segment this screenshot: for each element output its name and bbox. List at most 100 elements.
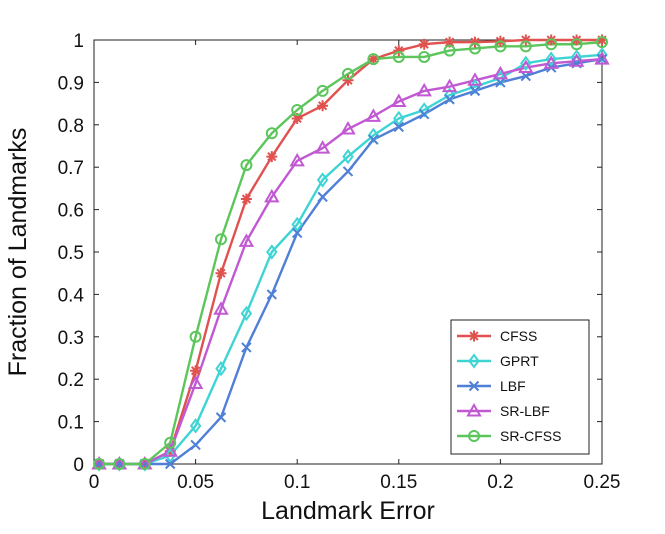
data-point-gprt (215, 360, 227, 377)
legend-label-cfss: CFSS (500, 328, 537, 344)
data-point-gprt (240, 305, 253, 322)
legend-label-sr-cfss: SR-CFSS (500, 428, 561, 444)
data-point-sr-cfss (469, 42, 481, 55)
legend-marker-cfss-center (471, 333, 477, 339)
x-axis-label: Landmark Error (261, 497, 435, 525)
data-point-sr-cfss (392, 50, 405, 63)
data-point-gprt (545, 51, 557, 67)
y-tick-label: 0 (73, 455, 84, 476)
y-tick-label: 0.3 (58, 328, 84, 349)
data-point-sr-lbf (289, 152, 305, 167)
data-point-cfss-center (294, 115, 300, 121)
data-point-sr-cfss (113, 458, 126, 470)
data-point-sr-cfss (93, 458, 106, 470)
data-point-gprt (520, 55, 532, 71)
data-point-sr-lbf (365, 108, 382, 122)
data-point-gprt (596, 47, 608, 63)
data-point-sr-cfss (215, 233, 227, 246)
data-point-gprt (418, 102, 430, 118)
data-point-sr-cfss (342, 67, 354, 80)
data-point-sr-cfss (265, 127, 278, 140)
y-tick-label: 0.9 (58, 73, 84, 94)
data-point-cfss-center (320, 103, 326, 109)
data-point-gprt (443, 87, 456, 103)
data-point-sr-cfss (596, 36, 608, 49)
y-tick-label: 0.4 (58, 285, 85, 306)
data-point-gprt (266, 244, 278, 260)
y-tick-label: 0.2 (58, 370, 84, 391)
data-point-sr-cfss (189, 330, 202, 343)
data-point-sr-cfss (240, 159, 253, 172)
data-point-sr-cfss (570, 38, 583, 51)
data-point-sr-cfss (316, 84, 329, 97)
data-point-sr-cfss (418, 50, 431, 63)
legend-marker-sr-cfss (468, 430, 480, 442)
data-point-lbf (317, 191, 328, 203)
data-point-gprt (291, 216, 303, 233)
data-point-lbf (393, 121, 405, 133)
data-point-gprt (393, 110, 405, 127)
data-point-sr-lbf (162, 443, 178, 457)
data-point-sr-lbf (543, 55, 559, 69)
data-point-lbf (418, 108, 430, 120)
data-point-sr-lbf (416, 82, 432, 97)
legend-marker-lbf (468, 380, 480, 392)
data-point-cfss-center (370, 56, 376, 62)
data-point-sr-lbf (187, 375, 204, 389)
y-tick-label: 0.1 (58, 413, 84, 434)
data-point-sr-cfss (367, 53, 380, 66)
data-point-sr-lbf (340, 121, 356, 135)
data-point-sr-cfss (443, 44, 456, 57)
data-point-lbf (241, 342, 252, 353)
data-point-sr-lbf (492, 65, 509, 80)
data-point-sr-lbf (518, 59, 534, 74)
y-tick-label: 0.5 (58, 243, 84, 264)
data-point-sr-lbf (314, 140, 331, 154)
legend-marker-sr-lbf (466, 402, 482, 417)
data-point-gprt (189, 418, 202, 434)
data-point-cfss-center (447, 39, 453, 45)
legend: CFSS GPRT LBF SR-LBF SR-CFSS (450, 319, 590, 455)
data-point-gprt (367, 127, 380, 144)
data-point-cfss-center (269, 154, 275, 160)
data-point-gprt (494, 70, 507, 86)
x-tick-label: 0.1 (284, 472, 310, 493)
legend-label-lbf: LBF (500, 378, 526, 394)
data-point-sr-lbf (467, 72, 483, 86)
axis-ticks: 0 0.05 0.1 0.15 0.2 0.25 0 0.1 0.2 0.3 0.4 0.5 0.6 0.… (58, 31, 621, 493)
series-line-gprt (99, 53, 603, 466)
data-point-cfss-center (599, 37, 605, 43)
x-tick-label: 0.05 (177, 472, 214, 493)
data-point-sr-lbf (213, 301, 229, 315)
data-point-sr-cfss (164, 436, 177, 449)
x-tick-label: 0.15 (380, 472, 417, 493)
legend-marker-gprt (468, 353, 480, 369)
data-point-lbf (190, 439, 201, 451)
data-point-sr-lbf (441, 78, 458, 93)
x-tick-label: 0 (89, 472, 100, 493)
data-point-lbf (368, 134, 379, 145)
series-markers (91, 34, 610, 472)
data-point-sr-cfss (291, 103, 304, 116)
data-point-sr-lbf (264, 188, 280, 203)
data-point-sr-lbf (238, 233, 255, 247)
y-tick-label: 0.8 (58, 116, 84, 137)
legend-label-gprt: GPRT (500, 353, 539, 369)
y-axis-label: Fraction of Landmarks (4, 128, 32, 377)
data-point-sr-lbf (568, 53, 585, 67)
data-point-lbf (469, 85, 481, 97)
data-point-gprt (342, 148, 354, 165)
data-point-lbf (291, 227, 303, 239)
y-tick-label: 0.6 (58, 201, 84, 222)
data-point-sr-lbf (391, 93, 407, 107)
data-point-cfss-center (421, 41, 427, 47)
data-point-cfss-center (218, 270, 224, 276)
data-point-sr-lbf (594, 51, 610, 65)
data-point-sr-cfss (138, 458, 151, 470)
y-tick-label: 0.7 (58, 158, 84, 179)
y-tick-label: 1 (73, 31, 84, 52)
data-point-gprt (164, 447, 176, 464)
data-point-gprt (316, 172, 329, 188)
series-line-sr-cfss (99, 40, 603, 466)
data-point-cfss-center (243, 196, 249, 202)
